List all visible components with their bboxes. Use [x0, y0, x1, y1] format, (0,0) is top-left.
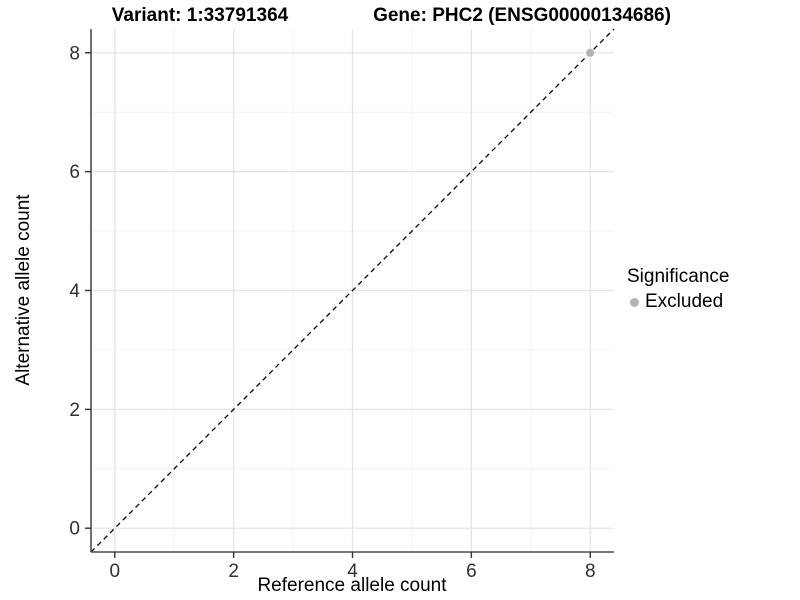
legend-title: Significance	[627, 266, 730, 287]
data-point	[586, 48, 595, 57]
x-tick-label: 4	[347, 561, 358, 582]
x-tick-label: 2	[228, 561, 239, 582]
x-tick-label: 0	[109, 561, 120, 582]
y-tick-label: 2	[69, 400, 80, 421]
identity-reference-line	[90, 28, 615, 553]
x-axis-title: Reference allele count	[257, 575, 447, 596]
plot-title-gene: Gene: PHC2 (ENSG00000134686)	[373, 5, 671, 26]
legend-item-label: Excluded	[645, 291, 724, 312]
legend-point-icon	[630, 297, 639, 307]
y-tick-label: 8	[69, 43, 80, 64]
legend-item-excluded: Excluded	[627, 291, 729, 313]
y-tick-label: 4	[69, 281, 80, 302]
x-tick-label: 8	[585, 561, 596, 582]
y-tick-label: 6	[69, 162, 80, 183]
x-tick-label: 6	[466, 561, 477, 582]
legend: Significance Excluded	[627, 266, 729, 313]
y-axis-title: Alternative allele count	[13, 194, 34, 386]
plot-title-variant: Variant: 1:33791364	[111, 5, 289, 26]
y-tick-label: 0	[69, 519, 80, 540]
